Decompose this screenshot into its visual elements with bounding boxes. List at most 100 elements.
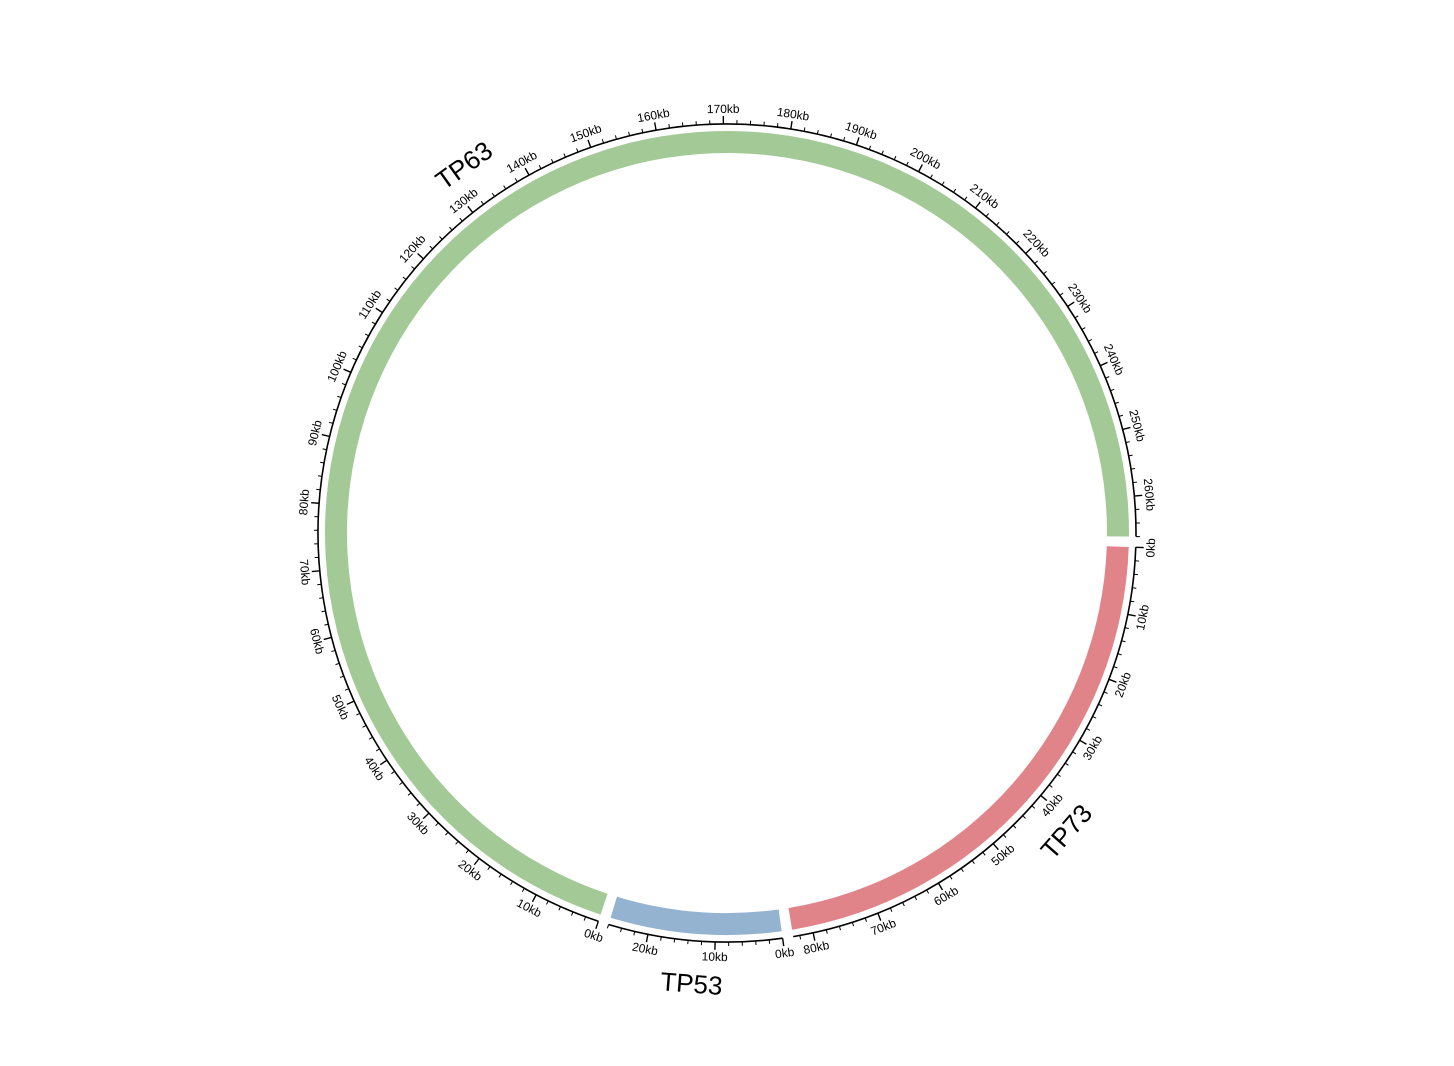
major-tick-tp63	[917, 164, 923, 172]
minor-tick-tp73	[1002, 834, 1007, 838]
minor-tick-tp63	[337, 395, 342, 399]
minor-tick-tp63	[1081, 327, 1086, 330]
minor-tick-tp63	[1094, 351, 1099, 354]
tick-label-tp63: 50kb	[329, 693, 353, 723]
tick-label-tp63: 170kb	[707, 102, 740, 116]
major-tick-tp63	[323, 636, 332, 641]
minor-tick-tp63	[322, 448, 327, 451]
minor-tick-tp63	[563, 153, 566, 158]
tick-label-tp73: 30kb	[1080, 733, 1105, 763]
minor-tick-tp63	[1043, 270, 1047, 275]
tick-label-tp63: 250kb	[1126, 408, 1148, 443]
minor-tick-tp63	[487, 866, 491, 870]
minor-tick-tp73	[799, 935, 802, 940]
minor-tick-tp73	[1098, 703, 1103, 707]
sector-axis-tp73	[793, 547, 1137, 938]
minor-tick-tp53	[620, 928, 623, 933]
major-tick-tp73	[992, 843, 999, 851]
minor-tick-tp63	[614, 135, 617, 140]
tick-label-tp73: 70kb	[869, 916, 899, 939]
minor-tick-tp63	[570, 911, 574, 916]
major-tick-tp53	[645, 934, 649, 943]
minor-tick-tp63	[416, 802, 421, 807]
minor-tick-tp73	[1113, 666, 1118, 669]
minor-tick-tp63	[465, 849, 469, 854]
minor-tick-tp73	[1121, 640, 1126, 643]
minor-tick-tp63	[394, 287, 399, 291]
tick-label-tp73: 0kb	[1143, 538, 1158, 558]
minor-tick-tp73	[851, 922, 855, 927]
tick-label-tp63: 70kb	[297, 559, 313, 587]
minor-tick-tp63	[601, 139, 604, 144]
tick-label-tp63: 40kb	[361, 754, 387, 784]
minor-tick-tp63	[1059, 292, 1064, 296]
minor-tick-tp63	[449, 226, 453, 231]
minor-tick-tp63	[514, 178, 518, 183]
major-tick-tp63	[346, 700, 355, 706]
minor-tick-tp63	[576, 148, 579, 153]
tick-label-tp63: 0kb	[582, 926, 605, 945]
sector-axis-tp63	[317, 123, 1137, 923]
major-tick-tp63	[375, 307, 383, 314]
minor-tick-tp63	[402, 276, 407, 280]
major-tick-tp63	[473, 857, 480, 866]
tick-label-tp63: 190kb	[843, 119, 879, 143]
minor-tick-tp73	[971, 860, 975, 864]
minor-tick-tp63	[399, 781, 403, 786]
minor-tick-tp63	[375, 748, 380, 752]
minor-tick-tp63	[881, 150, 884, 155]
minor-tick-tp63	[317, 475, 323, 477]
minor-tick-tp73	[902, 902, 905, 907]
major-tick-tp73	[1040, 794, 1048, 802]
minor-tick-tp53	[633, 931, 636, 936]
tick-label-tp63: 240kb	[1101, 342, 1127, 378]
minor-tick-tp63	[1118, 414, 1124, 417]
minor-tick-tp63	[339, 675, 345, 678]
minor-tick-tp63	[893, 155, 897, 160]
minor-tick-tp63	[321, 610, 326, 613]
minor-tick-tp63	[324, 623, 329, 626]
tick-label-tp63: 20kb	[456, 857, 485, 884]
minor-tick-tp63	[868, 145, 872, 150]
minor-tick-tp63	[843, 136, 846, 142]
minor-tick-tp63	[996, 221, 1000, 226]
minor-tick-tp73	[1130, 600, 1135, 603]
tick-label-tp63: 100kb	[324, 348, 350, 384]
minor-tick-tp73	[982, 851, 986, 856]
tick-label-tp73: 80kb	[802, 938, 831, 957]
minor-tick-tp63	[459, 217, 463, 222]
minor-tick-tp73	[926, 889, 930, 894]
major-tick-tp63	[855, 137, 860, 146]
major-tick-tp63	[311, 501, 320, 504]
minor-tick-tp73	[1103, 691, 1108, 694]
minor-tick-tp63	[480, 200, 484, 205]
minor-tick-tp63	[1006, 231, 1010, 235]
minor-tick-tp63	[364, 333, 369, 337]
minor-tick-tp63	[328, 421, 334, 424]
major-tick-tp63	[531, 894, 537, 903]
minor-tick-tp63	[964, 196, 968, 201]
minor-tick-tp63	[503, 185, 507, 190]
major-tick-tp63	[321, 433, 330, 438]
minor-tick-tp63	[521, 887, 525, 892]
minor-tick-tp63	[930, 174, 933, 179]
major-tick-tp63	[1099, 361, 1108, 367]
tick-label-tp73: 60kb	[931, 883, 961, 909]
minor-tick-tp63	[538, 164, 542, 169]
minor-tick-tp63	[816, 130, 819, 135]
minor-tick-tp63	[368, 736, 373, 740]
major-tick-tp63	[1025, 247, 1032, 255]
minor-tick-tp63	[1125, 441, 1130, 444]
minor-tick-tp63	[830, 133, 833, 138]
sector-tracks	[325, 131, 1130, 935]
major-tick-tp63	[587, 139, 592, 148]
minor-tick-tp73	[1064, 762, 1069, 766]
minor-tick-tp63	[439, 236, 443, 240]
minor-tick-tp63	[1015, 240, 1020, 245]
minor-tick-tp63	[391, 770, 395, 775]
tick-label-tp53: 20kb	[631, 940, 660, 959]
minor-tick-tp63	[641, 128, 644, 133]
major-tick-tp63	[595, 921, 600, 930]
minor-tick-tp63	[1114, 401, 1119, 404]
